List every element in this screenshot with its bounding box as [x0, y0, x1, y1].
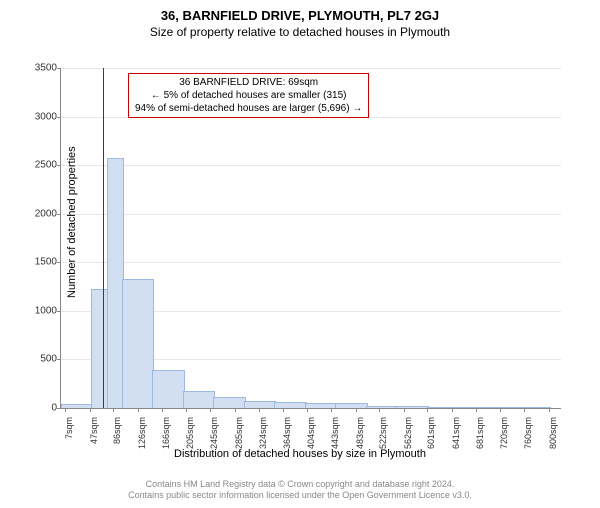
xtick-label: 7sqm: [64, 417, 74, 439]
histogram-bar: [213, 397, 245, 408]
xtick-label: 601sqm: [426, 417, 436, 449]
ytick-label: 2000: [7, 208, 57, 219]
credits: Contains HM Land Registry data © Crown c…: [0, 479, 600, 502]
page-subtitle: Size of property relative to detached ho…: [0, 25, 600, 39]
chart-area: 05001000150020002500300035007sqm47sqm86s…: [60, 68, 560, 408]
xtick-mark: [186, 408, 187, 412]
xtick-label: 522sqm: [378, 417, 388, 449]
ytick-label: 1000: [7, 305, 57, 316]
xtick-mark: [331, 408, 332, 412]
xtick-label: 126sqm: [137, 417, 147, 449]
ytick-mark: [57, 311, 61, 312]
info-line-0: 36 BARNFIELD DRIVE: 69sqm: [135, 76, 362, 89]
xtick-mark: [113, 408, 114, 412]
xtick-mark: [90, 408, 91, 412]
histogram-bar: [396, 406, 428, 408]
histogram-plot: 05001000150020002500300035007sqm47sqm86s…: [60, 68, 561, 409]
xtick-label: 205sqm: [185, 417, 195, 449]
histogram-bar: [488, 407, 520, 408]
histogram-bar: [152, 370, 184, 408]
ytick-mark: [57, 68, 61, 69]
reference-line: [103, 68, 104, 408]
xtick-label: 760sqm: [523, 417, 533, 449]
xtick-label: 47sqm: [89, 417, 99, 444]
xtick-mark: [65, 408, 66, 412]
xtick-mark: [235, 408, 236, 412]
ytick-label: 3500: [7, 63, 57, 74]
xtick-mark: [283, 408, 284, 412]
ytick-mark: [57, 214, 61, 215]
ytick-label: 0: [7, 403, 57, 414]
xtick-label: 681sqm: [475, 417, 485, 449]
histogram-bar: [274, 402, 306, 408]
xtick-label: 86sqm: [112, 417, 122, 444]
xtick-mark: [356, 408, 357, 412]
page-title: 36, BARNFIELD DRIVE, PLYMOUTH, PL7 2GJ: [0, 8, 600, 23]
ytick-mark: [57, 262, 61, 263]
ytick-mark: [57, 117, 61, 118]
histogram-bar: [427, 407, 459, 408]
histogram-bar: [244, 401, 276, 408]
xtick-label: 166sqm: [161, 417, 171, 449]
xtick-label: 562sqm: [403, 417, 413, 449]
info-box: 36 BARNFIELD DRIVE: 69sqm ← 5% of detach…: [128, 73, 369, 118]
xtick-mark: [210, 408, 211, 412]
xtick-mark: [452, 408, 453, 412]
ytick-label: 1500: [7, 257, 57, 268]
histogram-bar: [122, 279, 154, 408]
xtick-label: 324sqm: [258, 417, 268, 449]
ytick-mark: [57, 165, 61, 166]
xtick-mark: [138, 408, 139, 412]
y-axis-label: Number of detached properties: [66, 146, 78, 298]
info-line-2: 94% of semi-detached houses are larger (…: [135, 102, 362, 115]
xtick-mark: [379, 408, 380, 412]
ytick-label: 500: [7, 354, 57, 365]
xtick-mark: [259, 408, 260, 412]
credits-line-1: Contains HM Land Registry data © Crown c…: [0, 479, 600, 491]
histogram-bar: [518, 407, 550, 408]
xtick-label: 483sqm: [355, 417, 365, 449]
histogram-bar: [366, 406, 398, 408]
histogram-bar: [305, 403, 337, 408]
ytick-mark: [57, 408, 61, 409]
histogram-bar: [335, 403, 367, 408]
xtick-label: 364sqm: [282, 417, 292, 449]
xtick-mark: [549, 408, 550, 412]
ytick-mark: [57, 359, 61, 360]
credits-line-2: Contains public sector information licen…: [0, 490, 600, 502]
chart-container: 36, BARNFIELD DRIVE, PLYMOUTH, PL7 2GJ S…: [0, 8, 600, 508]
x-axis-label: Distribution of detached houses by size …: [0, 448, 600, 460]
ytick-label: 3000: [7, 111, 57, 122]
xtick-label: 404sqm: [306, 417, 316, 449]
xtick-mark: [524, 408, 525, 412]
xtick-mark: [427, 408, 428, 412]
xtick-mark: [476, 408, 477, 412]
xtick-label: 641sqm: [451, 417, 461, 449]
xtick-label: 285sqm: [234, 417, 244, 449]
ytick-label: 2500: [7, 160, 57, 171]
histogram-bar: [457, 407, 489, 408]
xtick-label: 245sqm: [209, 417, 219, 449]
xtick-mark: [404, 408, 405, 412]
xtick-label: 800sqm: [548, 417, 558, 449]
info-line-1: ← 5% of detached houses are smaller (315…: [135, 89, 362, 102]
histogram-bar: [183, 391, 215, 409]
xtick-label: 720sqm: [499, 417, 509, 449]
xtick-mark: [162, 408, 163, 412]
xtick-label: 443sqm: [330, 417, 340, 449]
xtick-mark: [307, 408, 308, 412]
xtick-mark: [500, 408, 501, 412]
